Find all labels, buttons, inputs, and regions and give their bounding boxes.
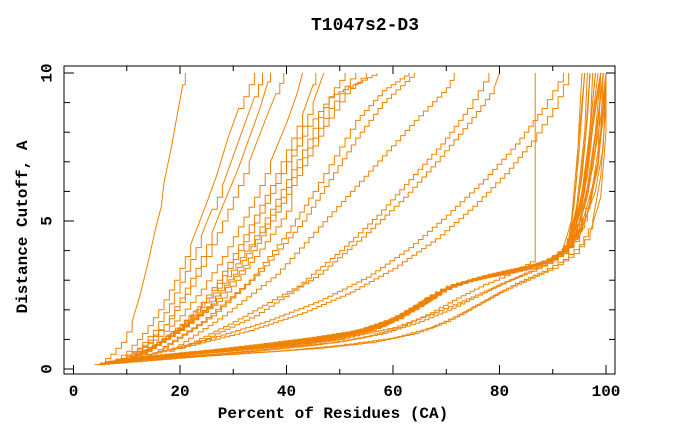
model-curve-model-25 (105, 72, 591, 363)
model-curve-model-17 (190, 72, 500, 346)
plot-title: T1047s2-D3 (311, 16, 419, 36)
model-curve-model-23 (100, 72, 586, 364)
x-axis-label: Percent of Residues (CA) (218, 405, 448, 423)
model-curve-model-44 (110, 72, 602, 363)
model-curve-model-29 (116, 72, 596, 361)
model-curve-model-03 (116, 73, 263, 363)
model-curve-model-04 (121, 73, 271, 361)
model-curve-model-01 (100, 73, 186, 364)
model-curve-model-06 (116, 72, 303, 363)
model-curve-model-10 (137, 73, 357, 358)
model-curve-model-42 (100, 73, 607, 366)
model-curve-model-33 (100, 72, 602, 364)
model-curve-model-26 (110, 72, 591, 363)
model-curve-model-24 (105, 72, 588, 364)
y-tick-label: 0 (39, 364, 57, 374)
model-curve-model-19 (148, 73, 564, 355)
model-curve-model-08 (126, 72, 325, 361)
model-curve-model-02 (110, 73, 256, 364)
model-curve-model-28 (116, 72, 594, 361)
model-curve-model-27 (110, 72, 591, 363)
model-curve-model-39 (105, 72, 607, 363)
model-curves (94, 72, 607, 366)
x-tick-label: 60 (383, 383, 402, 401)
model-curve-model-22 (100, 72, 586, 364)
x-tick-label: 20 (170, 383, 189, 401)
model-curve-model-12 (142, 73, 378, 355)
axis-ticks (64, 66, 615, 374)
x-tick-label: 80 (490, 383, 509, 401)
x-tick-label: 0 (69, 383, 79, 401)
model-curve-model-18 (137, 73, 570, 358)
x-tick-label: 40 (277, 383, 296, 401)
model-curve-model-21 (94, 72, 583, 366)
model-curve-model-43 (105, 72, 604, 364)
model-curve-model-16 (180, 73, 490, 349)
model-curve-model-40 (110, 72, 607, 363)
model-curve-model-41 (100, 73, 607, 366)
model-curve-model-14 (158, 73, 415, 352)
y-tick-label: 5 (39, 216, 57, 226)
model-curve-model-13 (153, 73, 410, 354)
model-curve-model-15 (169, 73, 455, 352)
x-tick-label: 100 (592, 383, 621, 401)
model-curve-model-11 (137, 73, 367, 357)
plot-frame (63, 65, 616, 375)
y-tick-label: 10 (39, 63, 57, 82)
model-curve-model-35 (110, 72, 604, 363)
axis-tick-labels: 0 20 40 60 80 100 0 5 10 (39, 63, 621, 401)
model-curve-model-20 (105, 73, 536, 364)
y-axis-label: Distance Cutoff, A (14, 140, 32, 313)
